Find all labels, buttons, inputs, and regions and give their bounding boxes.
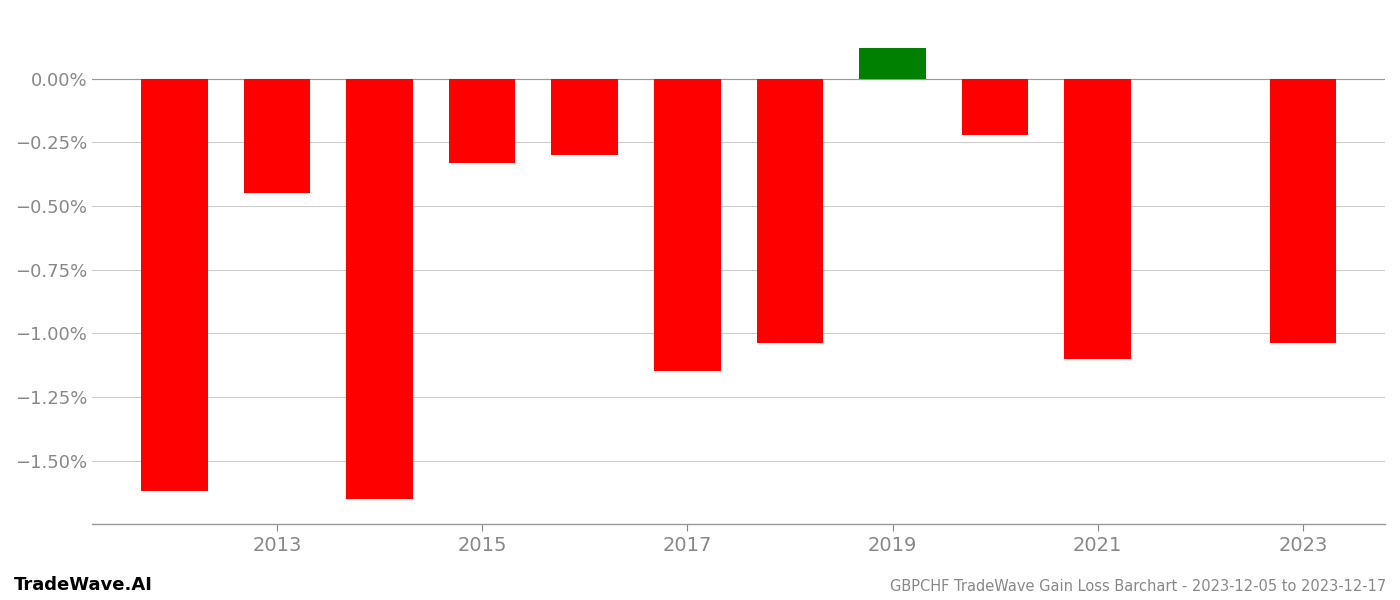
Bar [1064,79,1131,359]
Bar [756,79,823,343]
Bar [244,79,311,193]
Bar [346,79,413,499]
Bar [962,79,1029,134]
Text: GBPCHF TradeWave Gain Loss Barchart - 2023-12-05 to 2023-12-17: GBPCHF TradeWave Gain Loss Barchart - 20… [890,579,1386,594]
Bar [449,79,515,163]
Bar [1270,79,1336,343]
Bar [860,48,925,79]
Text: TradeWave.AI: TradeWave.AI [14,576,153,594]
Bar [654,79,721,371]
Bar [141,79,207,491]
Bar [552,79,617,155]
